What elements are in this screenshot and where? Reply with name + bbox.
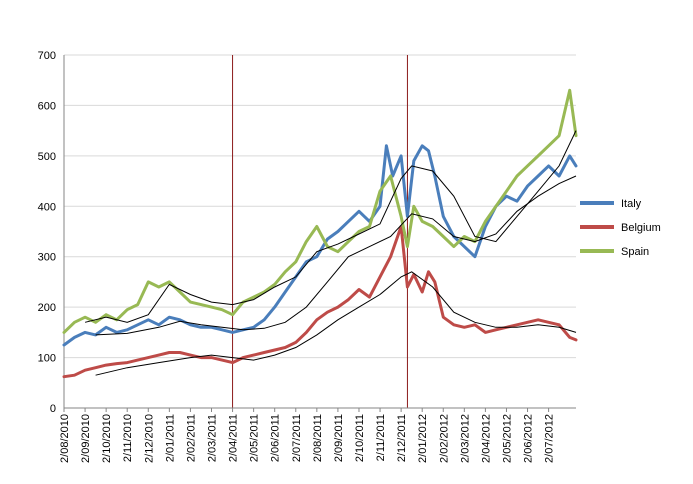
trend-line-italy [95, 175, 577, 336]
x-tick-label: 2/12/2011 [396, 414, 408, 462]
x-tick-labels: 2/08/2010 2/09/2010 2/10/2010 2/11/2010 2/12… [59, 414, 556, 463]
legend: Italy Belgium Spain [580, 198, 661, 258]
x-tick-label: 2/06/2012 [523, 414, 535, 463]
x-tick-label: 2/08/2010 [59, 414, 71, 463]
vertical-markers [232, 55, 408, 408]
y-tick-label: 400 [38, 201, 56, 213]
trend-group [84, 130, 577, 376]
x-tick-label: 2/09/2010 [80, 414, 92, 463]
y-tick-label: 200 [38, 302, 56, 314]
x-tick-label: 2/01/2012 [417, 414, 429, 463]
x-tick-label: 2/10/2011 [354, 414, 366, 462]
x-tick-label: 2/11/2010 [122, 414, 134, 462]
x-tick-label: 2/04/2011 [228, 414, 240, 462]
y-tick-label: 600 [38, 100, 56, 112]
x-tick-label: 2/03/2012 [459, 414, 471, 463]
y-tick-label: 500 [38, 151, 56, 163]
x-tick-label: 2/05/2011 [249, 414, 261, 462]
x-tick-label: 2/03/2011 [206, 414, 218, 462]
y-tick-label: 0 [50, 403, 56, 415]
x-tick-label: 2/07/2011 [291, 414, 303, 462]
legend-label-spain: Spain [621, 246, 649, 258]
x-tick-label: 2/02/2012 [438, 414, 450, 463]
series-line-italy [62, 144, 578, 347]
x-tick-label: 2/04/2012 [480, 414, 492, 463]
y-tick-label: 700 [38, 50, 56, 62]
series-group [62, 88, 578, 379]
axes [63, 55, 576, 412]
series-line-spain [62, 88, 578, 334]
x-tick-label: 2/05/2012 [501, 414, 513, 463]
y-tick-label: 100 [38, 353, 56, 365]
x-tick-label: 2/11/2011 [375, 414, 387, 461]
series-line-belgium [62, 225, 578, 379]
x-tick-label: 2/06/2011 [270, 414, 282, 462]
trend-line-belgium [95, 271, 577, 376]
x-tick-label: 2/09/2011 [333, 414, 345, 462]
y-tick-labels: 0 100 200 300 400 500 600 700 [38, 50, 56, 415]
x-tick-label: 2/07/2012 [544, 414, 556, 463]
x-tick-label: 2/12/2010 [143, 414, 155, 463]
x-tick-label: 2/01/2011 [164, 414, 176, 462]
x-tick-label: 2/10/2010 [101, 414, 113, 463]
gridlines [64, 54, 576, 359]
legend-label-belgium: Belgium [621, 222, 661, 234]
trend-line-spain [84, 130, 577, 323]
x-tick-label: 2/02/2011 [185, 414, 197, 462]
legend-label-italy: Italy [621, 198, 642, 210]
x-tick-label: 2/08/2011 [312, 414, 324, 462]
y-tick-label: 300 [38, 252, 56, 264]
